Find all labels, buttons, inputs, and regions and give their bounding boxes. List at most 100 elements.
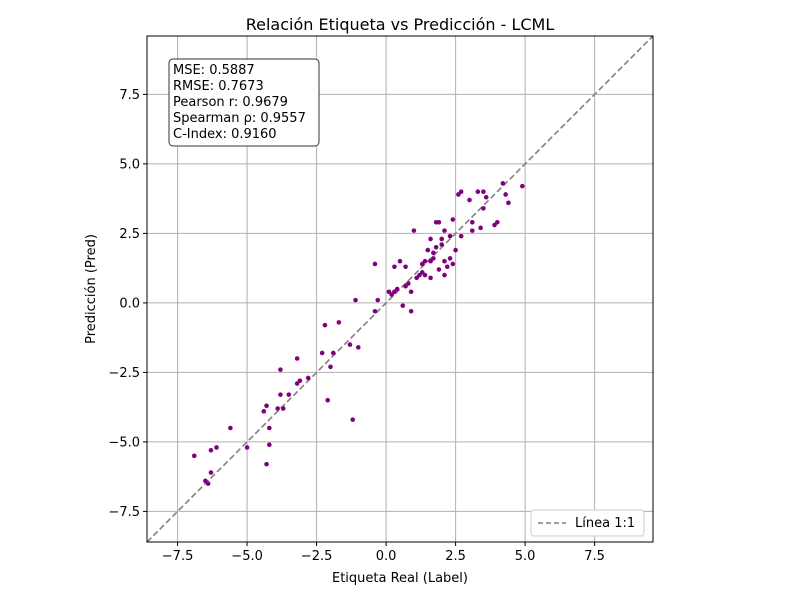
data-point xyxy=(414,275,419,281)
data-point xyxy=(394,286,400,292)
data-point xyxy=(422,272,428,278)
x-axis-ticks: −7.5 −5.0 −2.5 0.0 2.5 5.0 7.5 xyxy=(162,542,605,564)
data-point xyxy=(400,303,406,308)
legend: Línea 1:1 xyxy=(530,509,645,537)
data-point xyxy=(408,289,414,295)
data-point xyxy=(392,264,397,270)
data-point xyxy=(294,381,300,386)
y-tick-label: −7.5 xyxy=(108,505,140,520)
data-point xyxy=(506,200,511,206)
plot-frame xyxy=(146,35,654,543)
data-point xyxy=(417,272,422,278)
data-point xyxy=(244,445,250,450)
data-point xyxy=(322,322,328,328)
data-point xyxy=(447,233,453,239)
data-point xyxy=(325,397,331,403)
data-point xyxy=(436,267,442,272)
data-point xyxy=(439,242,445,247)
y-axis-label: Predicción (Pred) xyxy=(84,234,99,344)
chart-title: Relación Etiqueta vs Predicción - LCML xyxy=(246,15,555,34)
stats-mse: MSE: 0.5887 xyxy=(173,63,255,78)
stats-cindex: C-Index: 0.9160 xyxy=(173,127,277,142)
x-tick-label: 0.0 xyxy=(376,549,397,564)
data-point xyxy=(419,261,425,267)
data-point xyxy=(264,461,269,467)
data-point xyxy=(520,183,525,189)
data-point xyxy=(422,258,428,264)
y-tick-label: −5.0 xyxy=(108,435,140,450)
data-point xyxy=(433,244,439,250)
data-point xyxy=(467,197,472,203)
data-point xyxy=(350,417,356,422)
data-point xyxy=(297,378,303,384)
data-point xyxy=(353,297,358,303)
data-point xyxy=(386,289,392,295)
data-point xyxy=(469,228,475,233)
stats-box-frame xyxy=(168,58,320,147)
stats-rmse: RMSE: 0.7673 xyxy=(173,79,264,94)
data-point xyxy=(305,375,311,381)
data-point xyxy=(408,308,414,314)
y-axis-ticks: −7.5 −5.0 −2.5 0.0 2.5 5.0 7.5 xyxy=(108,88,147,520)
data-point xyxy=(294,356,300,361)
data-point xyxy=(214,445,219,450)
x-tick-label: −7.5 xyxy=(162,549,194,564)
x-tick-label: 5.0 xyxy=(515,549,536,564)
data-point xyxy=(328,364,333,370)
data-point xyxy=(428,258,433,264)
data-point xyxy=(267,442,272,447)
data-point xyxy=(481,206,486,211)
data-point xyxy=(431,256,436,261)
stats-box: MSE: 0.5887 RMSE: 0.7673 Pearson r: 0.96… xyxy=(168,58,320,147)
data-point xyxy=(428,275,433,281)
data-point xyxy=(500,181,506,186)
data-point xyxy=(453,247,458,253)
legend-frame xyxy=(530,509,645,537)
data-point xyxy=(347,342,353,347)
stats-pearson: Pearson r: 0.9679 xyxy=(173,95,288,110)
data-point xyxy=(278,392,283,397)
data-point xyxy=(444,264,450,270)
data-point xyxy=(436,219,442,225)
data-point xyxy=(492,222,497,228)
x-tick-label: −5.0 xyxy=(231,549,263,564)
data-point xyxy=(355,345,361,350)
data-point xyxy=(208,447,214,453)
data-point xyxy=(483,194,489,200)
data-point xyxy=(275,406,280,411)
data-point xyxy=(375,297,381,303)
data-point xyxy=(439,236,445,242)
data-point xyxy=(442,258,447,264)
y-tick-label: 7.5 xyxy=(119,88,140,103)
data-point xyxy=(286,392,292,397)
data-point xyxy=(280,406,286,411)
data-point xyxy=(330,350,336,356)
data-point xyxy=(495,219,500,225)
data-point xyxy=(450,261,456,267)
data-point xyxy=(397,258,403,264)
x-axis-label: Etiqueta Real (Label) xyxy=(332,571,468,586)
data-point xyxy=(425,247,431,253)
data-point xyxy=(450,217,456,222)
data-point xyxy=(428,236,433,242)
data-point xyxy=(372,308,378,314)
data-point xyxy=(447,256,453,261)
x-tick-label: 2.5 xyxy=(445,549,466,564)
data-point xyxy=(372,261,378,267)
data-point xyxy=(442,228,447,233)
data-point xyxy=(503,192,508,197)
data-point xyxy=(228,425,233,431)
data-point xyxy=(205,481,211,486)
data-point xyxy=(336,320,342,325)
reference-line xyxy=(146,35,654,543)
data-point xyxy=(264,403,269,409)
data-point xyxy=(389,292,394,297)
data-point xyxy=(261,409,267,414)
data-point xyxy=(267,425,272,431)
x-tick-label: −2.5 xyxy=(301,549,333,564)
y-tick-label: 5.0 xyxy=(119,157,140,172)
data-point xyxy=(419,270,425,275)
reference-line-1to1 xyxy=(146,35,654,543)
